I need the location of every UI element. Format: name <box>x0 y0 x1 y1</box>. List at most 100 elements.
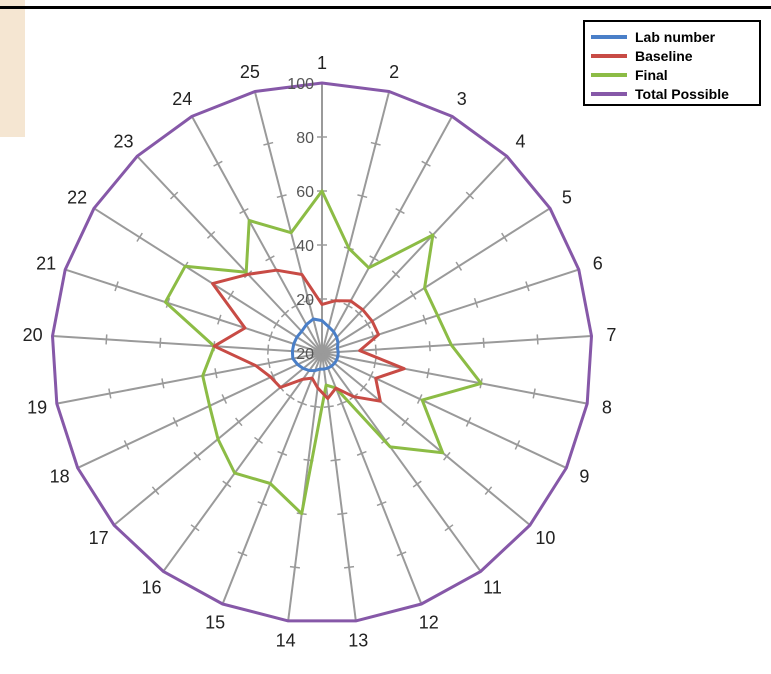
legend: Lab number Baseline Final Total Possible <box>583 20 761 106</box>
spoke-line <box>321 91 391 354</box>
spoke-tick <box>416 394 423 404</box>
spoke-line <box>52 335 323 354</box>
spoke-line <box>77 352 323 469</box>
spoke-tick <box>159 337 162 348</box>
spoke-tick <box>290 246 301 251</box>
spoke-line <box>321 115 453 354</box>
spoke-tick <box>172 417 179 427</box>
legend-item: Total Possible <box>591 84 753 103</box>
spoke-tick <box>409 290 417 300</box>
spoke-tick <box>536 334 539 345</box>
radial-tick-label: 40 <box>296 238 314 255</box>
spoke-tick <box>267 358 271 369</box>
spoke-tick <box>289 565 300 569</box>
spoke-tick <box>254 436 264 444</box>
category-label: 3 <box>457 89 467 109</box>
spoke-tick <box>221 394 228 404</box>
spoke-tick <box>444 524 454 532</box>
spoke-tick <box>421 160 431 167</box>
spoke-tick <box>357 194 368 199</box>
spoke-line <box>162 352 323 573</box>
radar-series <box>51 81 593 623</box>
legend-swatch-total-possible <box>591 91 627 96</box>
category-label: 12 <box>419 613 439 633</box>
spoke-tick <box>443 451 451 461</box>
spoke-line <box>321 352 482 573</box>
category-label: 24 <box>172 89 192 109</box>
top-rule <box>0 6 771 9</box>
spoke-tick <box>161 378 165 389</box>
category-label: 13 <box>348 631 368 651</box>
spoke-line <box>287 352 323 621</box>
spoke-tick <box>343 302 353 309</box>
category-label: 16 <box>141 578 161 598</box>
spoke-line <box>321 352 588 405</box>
category-label: 10 <box>535 528 555 548</box>
category-label: 25 <box>240 62 260 82</box>
legend-item: Final <box>591 65 753 84</box>
spoke-tick <box>369 255 379 262</box>
radial-tick-label: 60 <box>296 184 314 201</box>
category-label: 23 <box>113 132 133 152</box>
spoke-tick <box>428 341 431 352</box>
category-label: 5 <box>562 188 572 208</box>
radial-tick-labels: 20 20 40 60 80 100 <box>287 76 314 363</box>
spoke-line <box>321 352 567 469</box>
spoke-tick <box>270 371 276 381</box>
spoke-tick <box>123 440 130 450</box>
category-label: 17 <box>89 528 109 548</box>
legend-label: Baseline <box>635 47 693 64</box>
spoke-tick <box>525 281 530 292</box>
spoke-tick <box>105 334 108 345</box>
spoke-tick <box>276 194 287 199</box>
spoke-tick <box>217 314 222 325</box>
spoke-tick <box>136 232 143 242</box>
legend-swatch-final <box>591 72 627 77</box>
legend-swatch-lab-number <box>591 34 627 39</box>
spoke-tick <box>267 344 270 355</box>
legend-item: Baseline <box>591 46 753 65</box>
spoke-tick <box>473 297 479 308</box>
spoke-tick <box>291 302 301 309</box>
spoke-tick <box>368 371 374 381</box>
spoke-line <box>136 155 323 354</box>
spoke-line <box>321 352 531 526</box>
spoke-tick <box>391 270 401 279</box>
spoke-tick <box>364 319 371 329</box>
spoke-tick <box>359 383 368 392</box>
spoke-tick <box>277 450 288 456</box>
spoke-tick <box>193 451 201 461</box>
spoke-tick <box>213 160 223 167</box>
category-label: 4 <box>515 132 525 152</box>
radial-tick-label: 80 <box>296 130 314 147</box>
spoke-tick <box>190 524 200 532</box>
spoke-tick <box>354 309 364 318</box>
spoke-line <box>321 155 508 354</box>
series-line-lab-number <box>290 317 340 373</box>
legend-label: Final <box>635 66 668 83</box>
spoke-tick <box>239 207 249 215</box>
spoke-tick <box>237 551 248 557</box>
series-line-total-possible <box>51 81 593 623</box>
category-label: 8 <box>602 397 612 417</box>
spoke-tick <box>108 388 112 399</box>
spoke-tick <box>484 486 493 496</box>
spoke-tick <box>330 458 341 462</box>
corner-swatch <box>0 0 25 137</box>
radial-tick-label: 100 <box>287 76 314 93</box>
spoke-tick <box>323 405 334 408</box>
radar-spokes <box>52 83 592 621</box>
legend-swatch-baseline <box>591 53 627 58</box>
spoke-tick <box>422 314 427 325</box>
spoke-tick <box>465 417 472 427</box>
spoke-line <box>56 352 323 405</box>
spoke-tick <box>303 298 314 303</box>
category-labels: 1 234567891011121314151617181920212223242… <box>23 53 617 651</box>
radial-tick-label: 20 <box>296 346 314 363</box>
spoke-tick <box>501 232 508 242</box>
category-label: 15 <box>205 613 225 633</box>
spoke-tick <box>374 344 377 355</box>
spoke-tick <box>336 400 347 406</box>
category-label: 20 <box>23 325 43 345</box>
spoke-tick <box>257 501 268 507</box>
